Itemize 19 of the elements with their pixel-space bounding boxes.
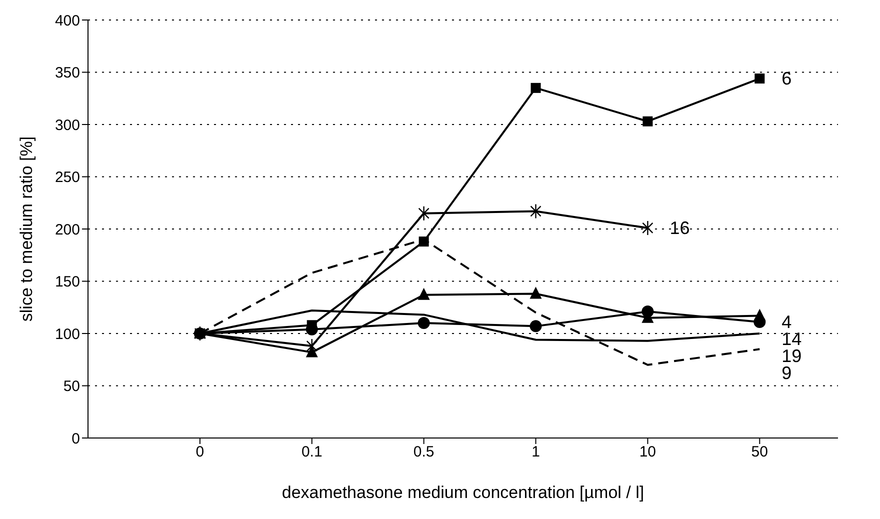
series-label: 6 bbox=[782, 68, 792, 89]
x-tick-label: 1 bbox=[532, 444, 540, 461]
y-axis-title: slice to medium ratio [%] bbox=[17, 136, 36, 322]
y-tick-label: 200 bbox=[54, 221, 80, 238]
y-tick-label: 350 bbox=[54, 64, 80, 82]
x-tick-label: 0.1 bbox=[301, 444, 322, 461]
y-tick-label: 100 bbox=[54, 326, 80, 343]
x-tick-label: 50 bbox=[751, 444, 768, 461]
y-tick-label: 400 bbox=[54, 12, 80, 30]
x-tick-label: 10 bbox=[639, 444, 656, 461]
y-tick-label: 300 bbox=[54, 116, 80, 134]
y-tick-label: 50 bbox=[63, 378, 80, 396]
x-tick-label: 0 bbox=[196, 444, 204, 461]
x-axis-title: dexamethasone medium concentration [µmol / l] bbox=[282, 483, 644, 502]
y-tick-label: 150 bbox=[54, 274, 80, 291]
x-tick-label: 0.5 bbox=[413, 444, 434, 461]
y-tick-label: 0 bbox=[72, 430, 80, 448]
y-tick-label: 250 bbox=[54, 169, 80, 186]
series-label: 16 bbox=[670, 218, 690, 238]
